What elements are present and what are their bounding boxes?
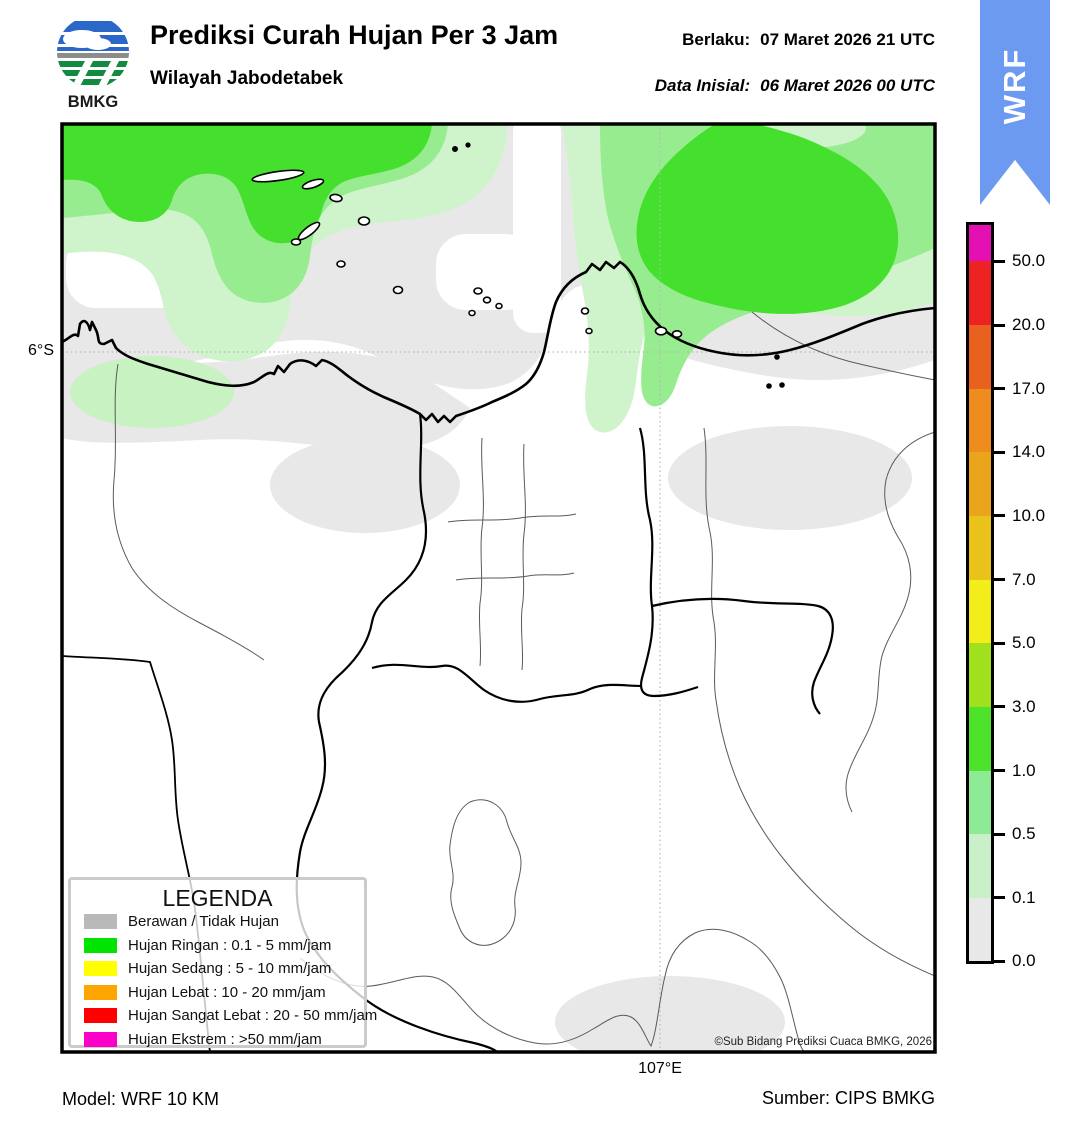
colorbar-tick <box>994 769 1005 773</box>
legend-item-label: Hujan Ekstrem : >50 mm/jam <box>128 1030 322 1048</box>
colorbar-segment <box>969 388 991 453</box>
colorbar-tick-label: 7.0 <box>1012 569 1036 589</box>
lon-label-107e: 107°E <box>638 1060 682 1077</box>
map-islands <box>251 142 785 389</box>
page-title: Prediksi Curah Hujan Per 3 Jam <box>150 20 559 50</box>
colorbar-tick <box>994 259 1005 263</box>
valid-time-value: 07 Maret 2026 21 UTC <box>760 30 935 49</box>
colorbar <box>966 222 994 964</box>
init-time-label: Data Inisial: <box>654 76 751 95</box>
legend-swatch <box>84 1031 117 1047</box>
colorbar-tick <box>994 832 1005 836</box>
legend-box: LEGENDA Berawan / Tidak Hujan Hujan Ring… <box>68 877 377 1052</box>
colorbar-tick-label: 1.0 <box>1012 760 1036 780</box>
bmkg-logo-emblem <box>57 16 129 88</box>
legend-swatch <box>84 961 117 977</box>
legend-item: Hujan Sedang : 5 - 10 mm/jam <box>71 957 364 981</box>
legend-item-label: Hujan Sangat Lebat : 20 - 50 mm/jam <box>128 1007 378 1025</box>
valid-time-label: Berlaku: <box>682 30 751 49</box>
colorbar-tick-label: 17.0 <box>1012 378 1046 398</box>
colorbar-tick-label: 50.0 <box>1012 251 1046 271</box>
colorbar-tick <box>994 641 1005 645</box>
map-copyright: ©Sub Bidang Prediksi Cuaca BMKG, 2026 <box>714 1036 932 1048</box>
lat-label-6s: 6°S <box>28 342 54 359</box>
colorbar-segment <box>969 579 991 644</box>
legend-title: LEGENDA <box>162 885 273 911</box>
legend-item: Hujan Ringan : 0.1 - 5 mm/jam <box>71 934 364 958</box>
legend-item: Hujan Ekstrem : >50 mm/jam <box>71 1028 364 1052</box>
colorbar-tick <box>994 705 1005 709</box>
colorbar-tick <box>994 578 1005 582</box>
colorbar-segment <box>969 770 991 835</box>
colorbar-tick-label: 10.0 <box>1012 505 1046 525</box>
colorbar-segment <box>969 261 991 326</box>
colorbar-tick <box>994 387 1005 391</box>
legend-swatch <box>84 1008 117 1024</box>
legend-swatch <box>84 984 117 1000</box>
legend-item-label: Berawan / Tidak Hujan <box>128 913 279 931</box>
init-time-value: 06 Maret 2026 00 UTC <box>760 76 935 95</box>
colorbar-segment <box>969 452 991 516</box>
map-graticule <box>62 124 935 1052</box>
legend-swatch <box>84 937 117 953</box>
page-subtitle: Wilayah Jabodetabek <box>150 68 344 89</box>
bmkg-logo-text: BMKG <box>68 93 118 110</box>
init-time: Data Inisial: 06 Maret 2026 00 UTC <box>655 76 935 96</box>
colorbar-tick-label: 0.0 <box>1012 951 1036 971</box>
colorbar-tick-label: 0.1 <box>1012 887 1036 907</box>
legend-item: Berawan / Tidak Hujan <box>71 910 364 934</box>
legend-item-label: Hujan Sedang : 5 - 10 mm/jam <box>128 960 332 978</box>
footer-model-label: Model: WRF 10 KM <box>62 1089 220 1109</box>
colorbar-segment <box>969 643 991 707</box>
map-frame <box>60 122 937 1054</box>
colorbar-tick <box>994 896 1005 900</box>
colorbar-segment <box>969 834 991 898</box>
map-thin-boundaries <box>112 311 935 1052</box>
colorbar-segment <box>969 325 991 389</box>
legend-swatch <box>84 914 117 930</box>
legend-item-label: Hujan Lebat : 10 - 20 mm/jam <box>128 983 326 1001</box>
colorbar-tick <box>994 514 1005 518</box>
footer-source-label: Sumber: CIPS BMKG <box>761 1088 935 1108</box>
colorbar-tick-label: 14.0 <box>1012 442 1046 462</box>
legend-item: Hujan Sangat Lebat : 20 - 50 mm/jam <box>71 1004 377 1028</box>
colorbar-segment <box>969 515 991 580</box>
legend-item: Hujan Lebat : 10 - 20 mm/jam <box>71 981 364 1005</box>
colorbar-tick <box>994 450 1005 454</box>
colorbar-tick-label: 20.0 <box>1012 315 1046 335</box>
legend-item-label: Hujan Ringan : 0.1 - 5 mm/jam <box>128 936 332 954</box>
valid-time: Berlaku: 07 Maret 2026 21 UTC <box>682 30 935 50</box>
colorbar-tick <box>994 959 1005 963</box>
bmkg-logo: BMKG <box>57 16 129 110</box>
legend-items: Berawan / Tidak Hujan Hujan Ringan : 0.1… <box>71 910 377 1052</box>
colorbar-tick-label: 3.0 <box>1012 696 1036 716</box>
colorbar-tick-label: 5.0 <box>1012 633 1036 653</box>
colorbar-segment <box>969 225 991 262</box>
colorbar-segment <box>969 706 991 771</box>
map-rain-bright-areas <box>62 124 899 314</box>
colorbar-segment <box>969 897 991 962</box>
colorbar-tick-label: 0.5 <box>1012 824 1036 844</box>
colorbar-tick <box>994 323 1005 327</box>
